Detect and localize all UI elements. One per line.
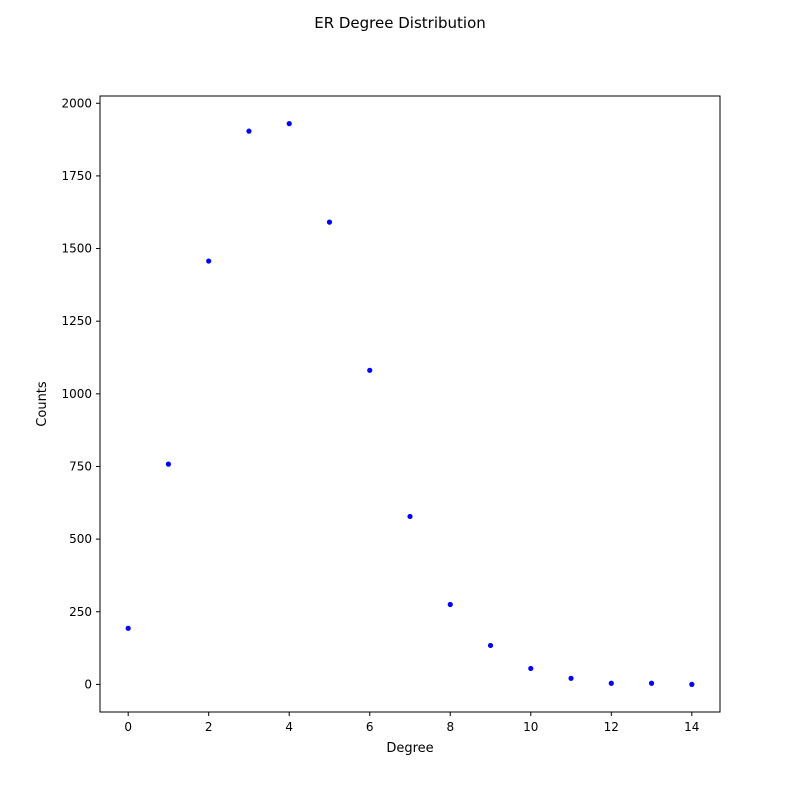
x-tick-label: 8: [446, 720, 454, 734]
y-tick-label: 2000: [61, 96, 92, 110]
x-axis-ticks: 0 2 4 6 8 10 12 14: [124, 712, 699, 734]
x-tick-label: 2: [205, 720, 213, 734]
data-point: [206, 258, 212, 264]
data-point: [447, 601, 453, 608]
y-tick-label: 750: [69, 459, 92, 473]
data-point: [487, 642, 494, 649]
y-tick-label: 0: [84, 677, 92, 691]
axes-frame: [99, 95, 721, 713]
plot-area: [125, 121, 695, 687]
data-point: [648, 680, 655, 686]
y-tick-label: 1000: [61, 387, 92, 401]
data-point: [689, 681, 695, 687]
data-point: [568, 675, 574, 681]
y-tick-label: 1750: [61, 169, 92, 183]
y-tick-label: 250: [69, 605, 92, 619]
data-point: [407, 513, 413, 520]
chart-title: ER Degree Distribution: [314, 14, 486, 32]
y-axis-label: Counts: [35, 381, 50, 427]
data-point: [165, 461, 172, 467]
x-tick-label: 4: [285, 720, 293, 734]
data-point: [528, 665, 534, 672]
x-tick-label: 10: [523, 720, 538, 734]
y-axis-ticks: 0 250 500 750 1000 1250 1500 1750 2000: [61, 96, 100, 691]
data-point: [246, 128, 252, 134]
y-tick-label: 500: [69, 532, 92, 546]
data-point: [608, 680, 614, 686]
y-tick-label: 1500: [61, 242, 92, 256]
data-point: [367, 367, 373, 373]
x-tick-label: 6: [366, 720, 374, 734]
data-point: [286, 121, 292, 127]
y-tick-label: 1250: [61, 314, 92, 328]
x-tick-label: 0: [124, 720, 132, 734]
x-axis-label: Degree: [386, 741, 433, 756]
data-point: [326, 219, 333, 225]
x-tick-label: 12: [604, 720, 619, 734]
data-point: [125, 625, 131, 631]
x-tick-label: 14: [684, 720, 699, 734]
